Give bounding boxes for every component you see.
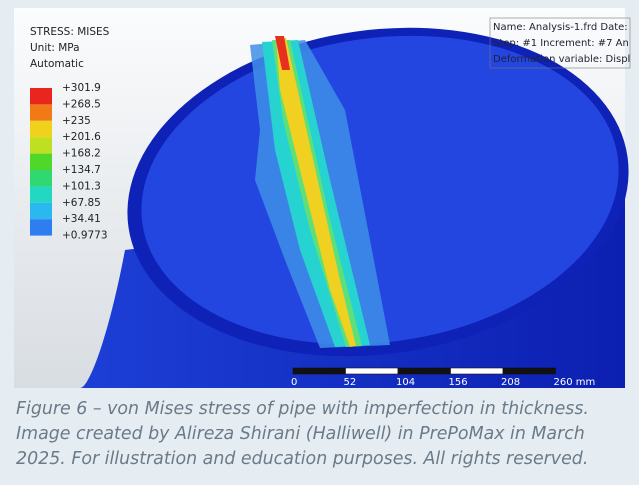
page: Name: Analysis-1.frd Date: Step: #1 Incre… [0, 0, 639, 485]
legend-label: +201.6 [62, 131, 101, 143]
caption-line: Image created by Alireza Shirani (Halliw… [16, 424, 585, 444]
info-line: Step: #1 Increment: #7 An [493, 38, 629, 49]
legend-swatch [30, 88, 52, 104]
scale-segment [503, 368, 556, 374]
info-line: Name: Analysis-1.frd Date: [493, 22, 628, 33]
legend-swatch [30, 186, 52, 202]
legend-label: +0.9773 [62, 230, 108, 242]
scale-segment [451, 368, 504, 374]
figure: Name: Analysis-1.frd Date: Step: #1 Incre… [0, 0, 639, 390]
legend-label: +268.5 [62, 98, 101, 110]
legend-swatch [30, 219, 52, 235]
scale-label: 260 mm [554, 377, 596, 388]
scale-segment [398, 368, 451, 374]
legend-swatch [30, 104, 52, 120]
legend-label: +301.9 [62, 82, 101, 94]
caption-line: Figure 6 – von Mises stress of pipe with… [16, 399, 589, 419]
info-line: Deformation variable: Displ [493, 54, 630, 65]
scale-label: 0 [291, 377, 297, 388]
legend-unit: Unit: MPa [30, 42, 80, 54]
scale-segment [346, 368, 399, 374]
scale-label: 52 [344, 377, 357, 388]
legend-label: +235 [62, 115, 91, 127]
legend-label: +168.2 [62, 148, 101, 160]
scale-segment [293, 368, 346, 374]
legend-swatch [30, 137, 52, 153]
caption-line: 2025. For illustration and education pur… [16, 449, 588, 469]
legend-label: +134.7 [62, 164, 101, 176]
scale-label: 104 [396, 377, 415, 388]
legend-mode: Automatic [30, 58, 84, 70]
scale-label: 156 [449, 377, 468, 388]
legend-swatch [30, 121, 52, 137]
legend-swatch [30, 203, 52, 219]
legend-label: +34.41 [62, 213, 101, 225]
legend-label: +101.3 [62, 180, 101, 192]
legend-swatch [30, 170, 52, 186]
legend-title: STRESS: MISES [30, 26, 110, 38]
scale-label: 208 [501, 377, 520, 388]
legend-label: +67.85 [62, 197, 101, 209]
legend-swatch [30, 154, 52, 170]
